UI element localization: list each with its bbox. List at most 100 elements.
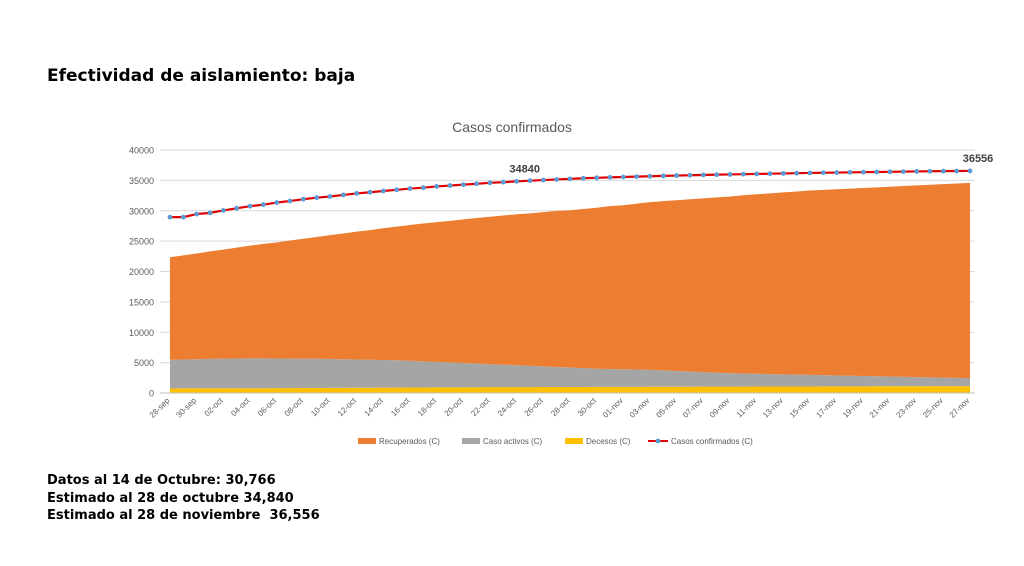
y-tick-label: 40000	[129, 146, 154, 156]
legend-swatch	[565, 438, 583, 444]
chart-title: Casos confirmados	[452, 119, 572, 135]
line-point	[674, 173, 680, 178]
line-point	[354, 191, 360, 196]
line-point	[754, 171, 760, 177]
line-point	[167, 214, 173, 220]
y-tick-label: 25000	[129, 237, 154, 247]
legend-swatch	[462, 438, 480, 444]
line-point	[794, 170, 800, 176]
x-tick-label: 13-nov	[761, 396, 785, 420]
x-tick-label: 11-nov	[735, 396, 758, 419]
data-label: 34840	[509, 163, 540, 175]
line-point	[487, 180, 493, 186]
x-tick-label: 14-oct	[363, 396, 386, 419]
x-tick-label: 19-nov	[841, 396, 865, 420]
x-tick-label: 12-oct	[336, 396, 359, 419]
line-point	[287, 198, 293, 204]
line-point	[194, 211, 200, 217]
x-tick-label: 27-nov	[948, 396, 972, 420]
line-point	[367, 189, 373, 195]
x-tick-label: 24-oct	[496, 396, 519, 419]
line-point	[900, 169, 906, 175]
area-series	[170, 182, 970, 393]
line-point	[634, 174, 640, 180]
x-tick-label: 16-oct	[389, 396, 412, 419]
area-decesos-c	[170, 386, 970, 393]
line-point	[767, 171, 773, 177]
x-tick-label: 20-oct	[443, 396, 466, 419]
y-tick-label: 10000	[129, 328, 154, 338]
line-point	[874, 169, 880, 175]
line-point	[380, 188, 386, 194]
note-line-1: Datos al 14 de Octubre: 30,766	[47, 473, 276, 488]
notes-block: Datos al 14 de Octubre: 30,766 Estimado …	[47, 472, 320, 525]
x-tick-label: 23-nov	[894, 396, 918, 420]
line-point	[834, 170, 840, 175]
line-point	[540, 177, 546, 183]
legend: Recuperados (C) Caso activos (C) Decesos (…	[358, 437, 753, 446]
line-point	[207, 210, 213, 216]
legend-swatch	[358, 438, 376, 444]
area-recuperados-c	[170, 182, 970, 379]
slide-title: Efectividad de aislamiento: baja	[47, 66, 356, 86]
line-point	[314, 195, 320, 201]
x-tick-label: 26-oct	[523, 396, 546, 419]
x-tick-label: 10-oct	[309, 396, 332, 419]
x-tick-label: 02-oct	[203, 396, 226, 419]
x-tick-label: 05-nov	[654, 396, 678, 420]
line-point	[474, 181, 480, 187]
line-point	[500, 179, 506, 185]
line-point	[327, 194, 333, 199]
x-tick-label: 01-nov	[601, 396, 625, 420]
y-tick-label: 35000	[129, 176, 154, 186]
line-point	[940, 168, 946, 174]
data-labels: 34840 36556	[509, 153, 993, 175]
line-point	[887, 169, 893, 175]
line-point	[394, 187, 400, 193]
line-point	[567, 176, 573, 182]
line-point	[927, 168, 933, 174]
line-point	[647, 173, 653, 179]
line-point	[594, 175, 600, 181]
line-point	[847, 169, 853, 175]
y-tick-label: 15000	[129, 297, 154, 307]
line-point	[180, 214, 186, 220]
x-tick-label: 17-nov	[814, 396, 838, 420]
legend-label: Decesos (C)	[586, 437, 631, 446]
x-tick-label: 25-nov	[921, 396, 945, 420]
x-tick-label: 28-oct	[549, 396, 572, 419]
line-point	[660, 173, 666, 179]
x-tick-label: 08-oct	[283, 396, 306, 419]
line-point	[247, 203, 253, 209]
line-point	[780, 171, 786, 176]
x-tick-label: 04-oct	[229, 396, 252, 419]
line-point	[300, 196, 306, 202]
line-point	[620, 174, 626, 180]
line-point	[447, 183, 453, 188]
x-tick-label: 22-oct	[469, 396, 492, 419]
line-point	[234, 205, 240, 211]
x-tick-label: 21-nov	[868, 396, 892, 420]
x-tick-label: 28-sep	[148, 396, 172, 420]
line-point	[740, 171, 746, 177]
note-line-2: Estimado al 28 de octubre 34,840	[47, 490, 294, 506]
data-label: 36556	[963, 153, 994, 165]
line-point	[420, 185, 426, 191]
area-caso-activos-c	[170, 358, 970, 389]
x-tick-label: 06-oct	[256, 396, 279, 419]
line-point	[460, 182, 466, 188]
line-point	[807, 170, 813, 176]
line-point	[580, 175, 586, 181]
line-point	[514, 178, 520, 184]
y-tick-label: 5000	[134, 358, 154, 368]
line-point	[407, 186, 413, 191]
line-point	[860, 169, 866, 175]
line-point	[260, 202, 266, 208]
line-point	[220, 208, 226, 213]
legend-marker	[655, 438, 661, 444]
x-tick-label: 30-oct	[576, 396, 599, 419]
line-point	[954, 168, 960, 174]
legend-label: Caso activos (C)	[483, 437, 542, 446]
line-point	[727, 172, 733, 177]
